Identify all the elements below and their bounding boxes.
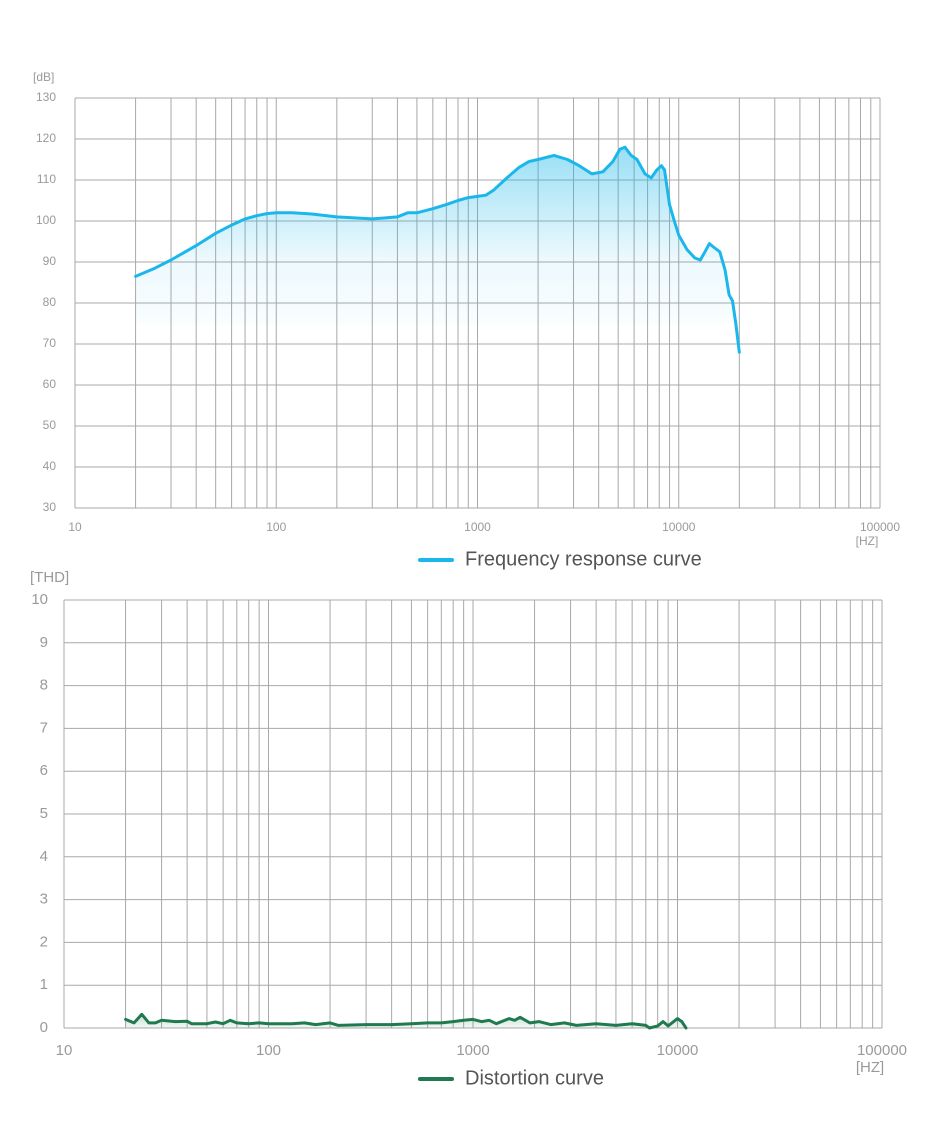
x-tick-label: 1000 — [464, 520, 491, 534]
x-tick-label: 10000 — [662, 520, 696, 534]
y-tick-label: 110 — [37, 172, 56, 186]
x-tick-label: 1000 — [456, 1042, 489, 1059]
y-tick-label: 30 — [43, 500, 57, 514]
y-tick-label: 3 — [40, 891, 48, 908]
y-tick-label: 50 — [43, 418, 57, 432]
y-tick-label: 120 — [36, 131, 56, 145]
y-tick-label: 130 — [36, 90, 56, 104]
y-tick-label: 100 — [36, 213, 56, 227]
x-tick-label: 100 — [256, 1042, 281, 1059]
x-unit-label: [HZ] — [856, 1059, 884, 1076]
x-tick-label: 100 — [266, 520, 286, 534]
y-tick-label: 8 — [40, 677, 48, 694]
x-tick-label: 100000 — [857, 1042, 907, 1059]
y-tick-label: 4 — [40, 848, 48, 865]
area — [125, 1014, 687, 1028]
legend-label: Distortion curve — [465, 1067, 604, 1089]
y-tick-label: 60 — [43, 377, 57, 391]
x-unit-label: [HZ] — [856, 534, 879, 548]
y-unit-label: [dB] — [33, 70, 54, 84]
y-tick-label: 70 — [43, 336, 57, 350]
x-tick-label: 100000 — [860, 520, 900, 534]
y-tick-label: 80 — [43, 295, 57, 309]
line — [134, 145, 741, 354]
legend-label: Frequency response curve — [465, 548, 702, 570]
y-tick-label: 40 — [43, 459, 57, 473]
y-unit-label: [THD] — [30, 569, 69, 586]
y-tick-label: 7 — [40, 719, 48, 736]
x-tick-label: 10000 — [657, 1042, 699, 1059]
y-tick-label: 0 — [40, 1019, 48, 1036]
y-tick-label: 10 — [31, 591, 48, 608]
y-tick-label: 9 — [40, 634, 48, 651]
x-tick-label: 10 — [68, 520, 82, 534]
y-tick-label: 2 — [40, 933, 48, 950]
y-tick-label: 90 — [43, 254, 57, 268]
x-tick-label: 10 — [56, 1042, 73, 1059]
y-tick-label: 5 — [40, 805, 48, 822]
y-tick-label: 6 — [40, 762, 48, 779]
area — [135, 147, 740, 353]
line — [124, 1012, 688, 1030]
y-tick-label: 1 — [40, 976, 48, 993]
